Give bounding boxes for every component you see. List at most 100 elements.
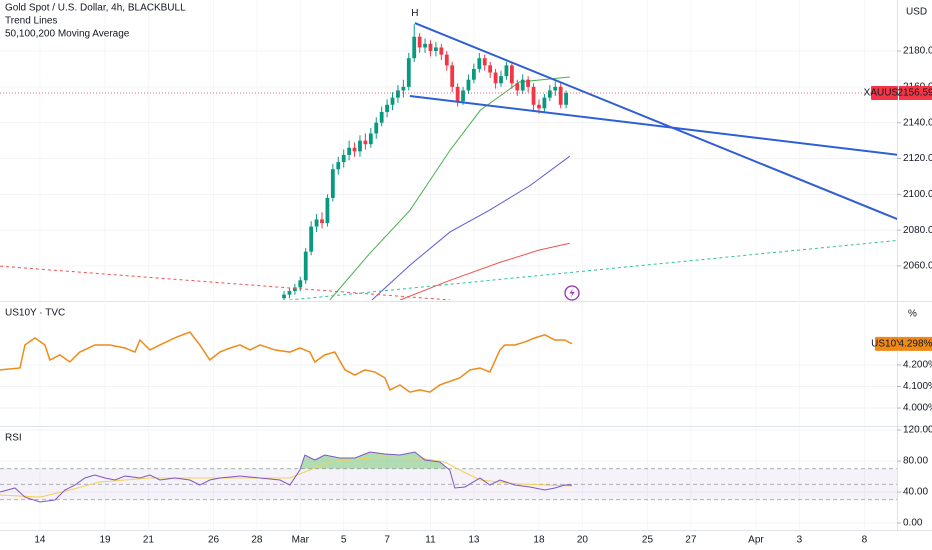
y-tick-label: 2060.00 bbox=[903, 261, 932, 272]
candle-body bbox=[303, 251, 308, 281]
candle-body bbox=[499, 76, 503, 84]
candle-body bbox=[488, 65, 493, 73]
price-pane: H bbox=[0, 7, 897, 300]
rsi-line bbox=[0, 451, 572, 503]
x-tick-label: 28 bbox=[251, 535, 263, 546]
x-tick-label: 21 bbox=[143, 535, 155, 546]
y-tick-label: 2120.00 bbox=[903, 153, 932, 164]
symbol-tag: XAUUSD bbox=[864, 88, 906, 99]
candle-body bbox=[450, 65, 455, 87]
candle-body bbox=[558, 86, 563, 105]
y-tick-label: 2100.00 bbox=[903, 189, 932, 200]
candle-body bbox=[401, 86, 406, 91]
candle-body bbox=[298, 280, 303, 288]
last-value-box bbox=[899, 336, 932, 351]
x-tick-label: Mar bbox=[292, 535, 310, 546]
candle-body bbox=[434, 47, 438, 52]
y-tick-label: 2140.00 bbox=[903, 117, 932, 128]
x-tick-label: 26 bbox=[208, 535, 220, 546]
candle-body bbox=[542, 97, 547, 109]
candle-body bbox=[423, 43, 427, 48]
candle-body bbox=[336, 162, 341, 170]
candle-body bbox=[515, 83, 520, 91]
candle-body bbox=[564, 92, 569, 105]
symbol-tag: US10Y bbox=[871, 339, 903, 350]
candle-body bbox=[477, 58, 482, 69]
last-price-box bbox=[899, 85, 932, 100]
candle-body bbox=[553, 86, 558, 91]
y-tick-label: 40.00 bbox=[903, 487, 928, 498]
candle-body bbox=[309, 226, 314, 252]
event-icon[interactable] bbox=[564, 285, 580, 301]
candle-body bbox=[330, 169, 335, 198]
x-tick-label: 5 bbox=[341, 535, 347, 546]
candle-body bbox=[482, 58, 487, 66]
y-tick-label: 2180.00 bbox=[903, 46, 932, 57]
y-tick-label: 4.100% bbox=[903, 381, 932, 392]
unit-label: % bbox=[908, 309, 917, 320]
chart-title: Gold Spot / U.S. Dollar, 4h, BLACKBULL bbox=[5, 3, 186, 14]
x-tick-label: 25 bbox=[642, 535, 654, 546]
y-tick-label: 0.00 bbox=[903, 518, 923, 529]
x-tick-label: 14 bbox=[34, 535, 46, 546]
candle-body bbox=[520, 79, 525, 91]
symbol-tag-box bbox=[871, 85, 898, 100]
x-tick-label: Apr bbox=[748, 535, 764, 546]
candle-body bbox=[547, 90, 552, 98]
trend-line bbox=[289, 239, 897, 300]
x-tick-label: 11 bbox=[425, 535, 436, 546]
x-tick-label: 8 bbox=[862, 535, 868, 546]
candle-body bbox=[537, 104, 541, 109]
rsi-line bbox=[0, 456, 572, 498]
candle-body bbox=[320, 219, 324, 223]
overbought-fill bbox=[300, 452, 449, 469]
last-value-label: 4.298% bbox=[899, 339, 932, 350]
candle-body bbox=[314, 219, 319, 227]
line bbox=[0, 331, 573, 393]
last-price-label: 2156.59 bbox=[897, 88, 932, 99]
legend-entry: Trend Lines bbox=[5, 16, 57, 27]
candle-body bbox=[385, 104, 389, 112]
y-tick-label: 4.200% bbox=[903, 360, 932, 371]
x-tick-label: 19 bbox=[99, 535, 111, 546]
pane-title: US10Y · TVC bbox=[5, 308, 65, 319]
pane-title: RSI bbox=[5, 433, 22, 444]
moving-average bbox=[399, 242, 570, 300]
candle-body bbox=[471, 68, 476, 80]
moving-average bbox=[371, 155, 571, 300]
candle-body bbox=[358, 140, 362, 152]
candle-body bbox=[292, 287, 297, 292]
y-tick-label: 2080.00 bbox=[903, 225, 932, 236]
trend-line bbox=[409, 95, 897, 156]
candle-body bbox=[526, 79, 531, 87]
candle-body bbox=[363, 140, 368, 145]
candle-body bbox=[439, 47, 444, 55]
overlay: Gold Spot / U.S. Dollar, 4h, BLACKBULL T… bbox=[5, 3, 932, 546]
candle-body bbox=[282, 294, 286, 299]
candle-body bbox=[379, 111, 384, 123]
x-tick-label: 7 bbox=[384, 535, 390, 546]
candle-body bbox=[428, 43, 433, 52]
x-tick-label: 27 bbox=[685, 535, 697, 546]
candle-body bbox=[341, 154, 346, 163]
y-tick-label: 4.000% bbox=[903, 403, 932, 414]
annotation: H bbox=[411, 8, 418, 19]
symbol-tag-box bbox=[875, 336, 899, 351]
x-tick-label: 18 bbox=[533, 535, 545, 546]
unit-label: USD bbox=[906, 7, 927, 18]
candle-body bbox=[396, 90, 400, 98]
moving-average bbox=[329, 76, 570, 300]
candle-body bbox=[493, 72, 498, 84]
candle-body bbox=[509, 65, 514, 84]
x-tick-label: 3 bbox=[797, 535, 803, 546]
us10y-pane bbox=[0, 303, 897, 425]
candle-body bbox=[347, 147, 352, 155]
candle-body bbox=[444, 54, 449, 66]
y-tick-label: 120.00 bbox=[903, 425, 932, 436]
candle-body bbox=[417, 36, 422, 48]
candle-body bbox=[455, 86, 460, 102]
candle-body bbox=[504, 65, 509, 77]
candle-body bbox=[412, 36, 417, 59]
